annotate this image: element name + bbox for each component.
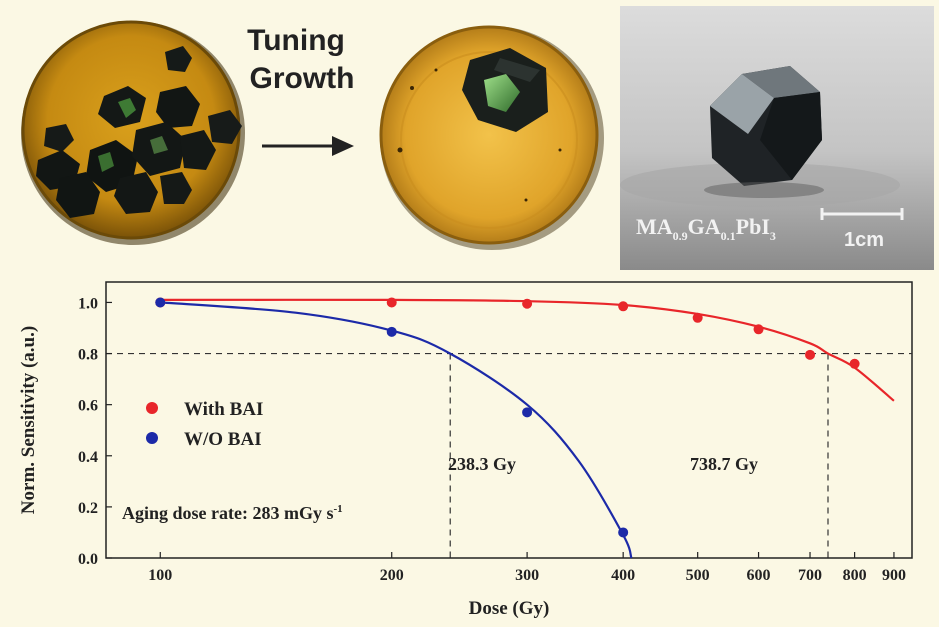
- fit-curve-series-0: [160, 298, 895, 402]
- crystal-formula: MA0.9GA0.1PbI3: [636, 214, 776, 243]
- data-point-series-1-3: [618, 527, 629, 538]
- arrow-right-icon: [262, 136, 354, 156]
- petri-dish-single-crystal: [379, 25, 604, 250]
- legend: With BAI W/O BAI: [146, 399, 263, 450]
- x-tick-label-6: 700: [798, 567, 822, 584]
- data-points: [155, 297, 860, 538]
- data-point-series-0-4: [692, 312, 703, 323]
- chart: 100 200 300 400 500 600 700 800 900 0.0 0.2 0.4 0.6 0…: [18, 281, 913, 619]
- legend-label-with-bai: With BAI: [184, 399, 263, 420]
- y-tick-label-2: 0.4: [78, 449, 98, 466]
- threshold-lines: [106, 352, 912, 558]
- data-point-series-0-6: [805, 349, 816, 360]
- legend-marker-with-bai: [146, 402, 158, 414]
- axis-ticks: 100 200 300 400 500 600 700 800 900 0.0 0.2 0.4 0.6 0…: [78, 295, 906, 584]
- x-tick-label-7: 800: [843, 567, 867, 584]
- fit-curve-series-1: [160, 301, 633, 559]
- x-tick-label-5: 600: [747, 567, 771, 584]
- x-tick-label-3: 400: [611, 567, 635, 584]
- petri-dish-many-crystals: [21, 20, 245, 245]
- annotation-aging-dose-rate: Aging dose rate: 283 mGy s-1: [122, 503, 343, 523]
- legend-label-wo-bai: W/O BAI: [184, 429, 262, 450]
- data-point-series-1-1: [386, 326, 397, 337]
- data-point-series-1-0: [155, 297, 166, 308]
- plot-frame: [105, 281, 913, 559]
- title-line-1: Tuning: [247, 24, 345, 57]
- data-point-series-0-3: [618, 301, 629, 312]
- y-tick-label-3: 0.6: [78, 398, 98, 415]
- x-tick-label-1: 200: [380, 567, 404, 584]
- annotation-238-gy: 238.3 Gy: [448, 454, 516, 474]
- y-tick-label-1: 0.2: [78, 500, 98, 517]
- scale-bar: [820, 208, 904, 220]
- x-tick-label-8: 900: [882, 567, 906, 584]
- data-point-series-1-2: [522, 407, 533, 418]
- crystal-photo: MA0.9GA0.1PbI3 1cm: [620, 6, 934, 270]
- scale-label: 1cm: [844, 229, 884, 251]
- legend-marker-wo-bai: [146, 432, 158, 444]
- x-tick-label-2: 300: [515, 567, 539, 584]
- y-axis-label: Norm. Sensitivity (a.u.): [18, 326, 39, 514]
- x-tick-label-4: 500: [686, 567, 710, 584]
- y-tick-label-4: 0.8: [78, 347, 98, 364]
- title-line-2: Growth: [250, 62, 355, 95]
- data-point-series-0-1: [386, 297, 397, 308]
- x-tick-label-0: 100: [148, 567, 172, 584]
- y-tick-label-5: 1.0: [78, 295, 98, 312]
- data-point-series-0-5: [753, 324, 764, 335]
- x-axis-label: Dose (Gy): [469, 598, 550, 619]
- data-point-series-0-7: [849, 358, 860, 369]
- data-point-series-0-2: [522, 298, 533, 309]
- y-tick-label-0: 0.0: [78, 551, 98, 568]
- annotation-738-gy: 738.7 Gy: [690, 454, 758, 474]
